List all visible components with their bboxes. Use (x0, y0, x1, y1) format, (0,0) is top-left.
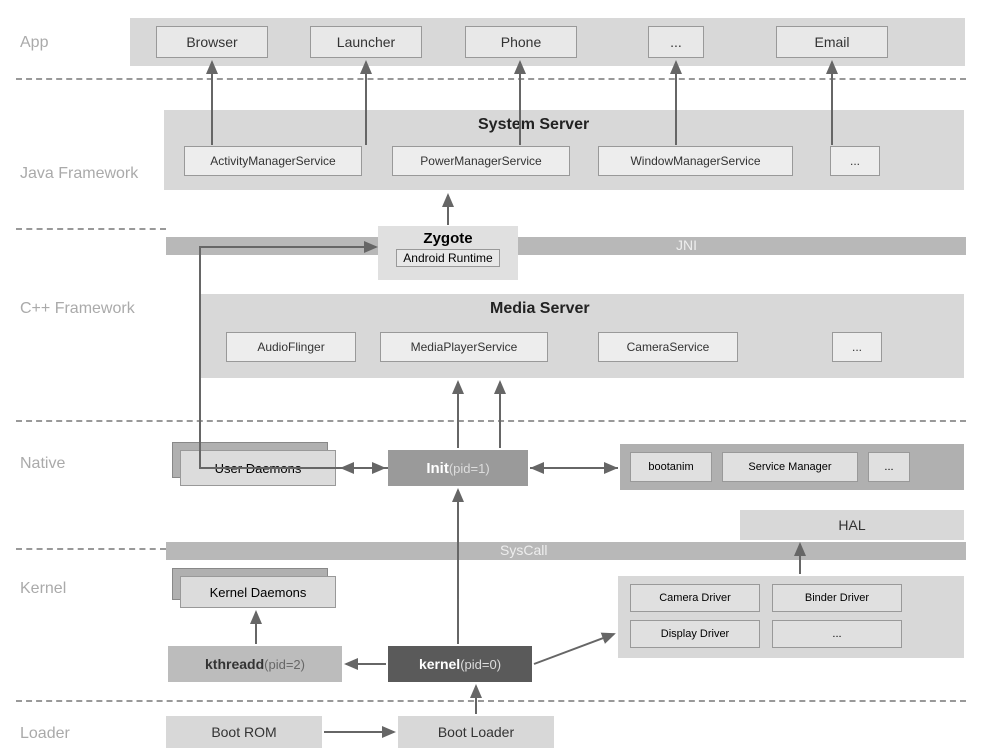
app-email: Email (776, 26, 888, 58)
display-driver: Display Driver (630, 620, 760, 648)
driver-more: ... (772, 620, 902, 648)
ss-more: ... (830, 146, 880, 176)
app-phone: Phone (465, 26, 577, 58)
dash-5 (16, 700, 966, 702)
dash-2a (16, 228, 166, 230)
kernel-daemons: Kernel Daemons (180, 576, 336, 608)
layer-kernel: Kernel (20, 580, 66, 598)
binder-driver: Binder Driver (772, 584, 902, 612)
ss-wms: WindowManagerService (598, 146, 793, 176)
syscall-label: SysCall (500, 542, 547, 558)
ms-camera: CameraService (598, 332, 738, 362)
system-server-title: System Server (478, 116, 589, 134)
bootanim: bootanim (630, 452, 712, 482)
zygote-box: Zygote Android Runtime (378, 226, 518, 280)
android-runtime: Android Runtime (396, 249, 499, 267)
service-manager: Service Manager (722, 452, 858, 482)
zygote-title: Zygote (378, 226, 518, 249)
hal-box: HAL (740, 510, 964, 540)
layer-cpp: C++ Framework (20, 300, 135, 318)
ms-more: ... (832, 332, 882, 362)
kthreadd-label: kthreadd (205, 656, 264, 672)
ss-pms: PowerManagerService (392, 146, 570, 176)
kernel-pid: (pid=0) (460, 657, 501, 672)
init-label: Init (426, 460, 449, 477)
camera-driver: Camera Driver (630, 584, 760, 612)
media-server-title: Media Server (490, 300, 590, 318)
user-daemons: User Daemons (180, 450, 336, 486)
boot-rom: Boot ROM (166, 716, 322, 748)
jni-bar (166, 237, 966, 255)
app-browser: Browser (156, 26, 268, 58)
ss-ams: ActivityManagerService (184, 146, 362, 176)
kthreadd-box: kthreadd(pid=2) (168, 646, 342, 682)
layer-loader: Loader (20, 725, 70, 743)
ms-audio: AudioFlinger (226, 332, 356, 362)
boot-loader: Boot Loader (398, 716, 554, 748)
kthreadd-pid: (pid=2) (264, 657, 305, 672)
dash-3 (16, 420, 966, 422)
app-more: ... (648, 26, 704, 58)
init-box: Init(pid=1) (388, 450, 528, 486)
dash-4a (16, 548, 166, 550)
app-launcher: Launcher (310, 26, 422, 58)
jni-label: JNI (676, 237, 697, 253)
native-right-more: ... (868, 452, 910, 482)
dash-1 (16, 78, 966, 80)
syscall-bar (166, 542, 966, 560)
init-pid: (pid=1) (449, 461, 490, 476)
layer-native: Native (20, 455, 65, 473)
kernel-box: kernel(pid=0) (388, 646, 532, 682)
ms-mps: MediaPlayerService (380, 332, 548, 362)
layer-java: Java Framework (20, 165, 138, 183)
kernel-label: kernel (419, 656, 460, 672)
layer-app: App (20, 34, 48, 52)
